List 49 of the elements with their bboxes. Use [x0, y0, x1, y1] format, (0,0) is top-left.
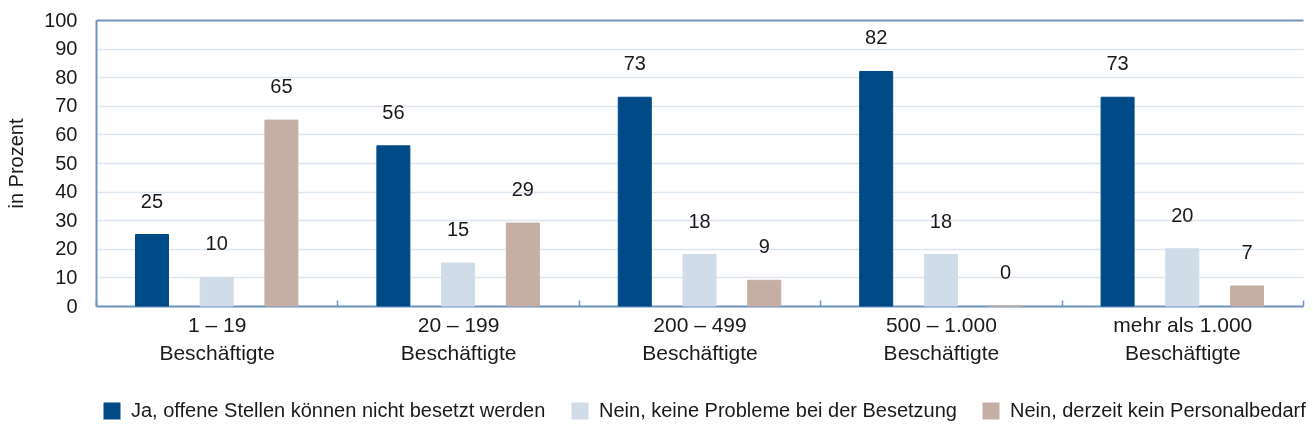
data-label: 15 [446, 218, 470, 241]
data-label: 0 [1000, 261, 1012, 283]
x-tick-label: mehr als 1.000 Beschäftigte [1113, 312, 1253, 364]
data-label: 18 [688, 209, 711, 232]
x-tick-label: 1 – 19 Beschäftigte [159, 312, 275, 364]
y-tick-label: 0 [66, 294, 78, 317]
y-tick-label: 30 [55, 208, 78, 231]
y-tick-label: 70 [55, 94, 78, 117]
data-label: 56 [382, 100, 405, 123]
legend-label: Nein, derzeit kein Personalbedarf [1010, 399, 1307, 421]
bar [505, 222, 540, 307]
bar [1230, 285, 1265, 307]
data-label: 29 [511, 178, 534, 201]
bar [923, 254, 958, 307]
bar [376, 145, 411, 307]
y-tick-label: 100 [44, 8, 78, 31]
y-tick-label: 50 [55, 151, 78, 174]
data-label: 73 [1106, 52, 1129, 75]
data-label: 73 [623, 52, 646, 75]
bar [1100, 96, 1135, 307]
y-tick-label: 10 [55, 265, 78, 288]
bar [199, 276, 234, 307]
bar [747, 279, 782, 307]
y-tick-label: 80 [55, 65, 78, 88]
bar [617, 96, 652, 307]
data-label: 18 [929, 209, 953, 232]
bar [441, 262, 476, 307]
legend-label: Ja, offene Stellen können nicht besetzt werden [131, 399, 546, 421]
bar [682, 254, 717, 307]
y-axis-title: in Prozent [5, 118, 28, 209]
bar [859, 70, 894, 307]
y-tick-label: 90 [55, 37, 78, 60]
bar [1165, 248, 1200, 307]
data-label: 7 [1241, 240, 1253, 263]
legend-label: Nein, keine Probleme bei der Besetzung [599, 399, 957, 421]
x-tick-label: 200 – 499 Beschäftigte [642, 312, 758, 364]
data-label: 9 [758, 235, 770, 258]
x-tick-label: 500 – 1.000 Beschäftigte [883, 312, 1000, 364]
data-label: 82 [865, 26, 888, 49]
y-tick-label: 60 [55, 122, 78, 145]
data-label: 25 [140, 189, 164, 212]
bar [264, 119, 299, 307]
x-tick-label: 20 – 199 Beschäftigte [400, 312, 517, 364]
y-tick-label: 40 [55, 180, 78, 203]
data-label: 20 [1171, 203, 1194, 226]
data-label: 65 [270, 75, 293, 98]
bar [134, 234, 169, 307]
y-tick-label: 20 [55, 237, 78, 260]
data-label: 10 [205, 232, 228, 255]
